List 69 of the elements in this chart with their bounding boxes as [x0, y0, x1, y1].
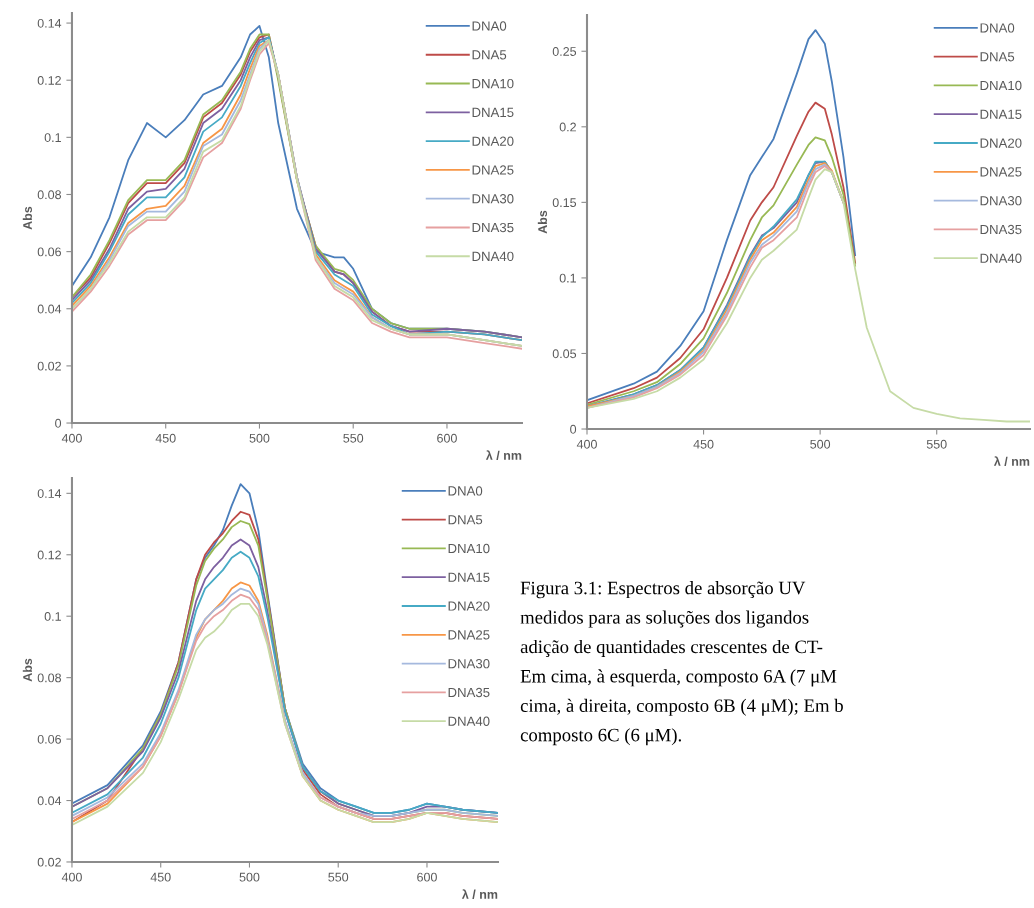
y-tick-label: 0.2	[559, 122, 576, 132]
x-tick-label: 500	[249, 433, 270, 443]
y-tick-label: 0.08	[37, 673, 62, 683]
legend-label: DNA0	[448, 486, 483, 496]
x-tick-label: 550	[343, 433, 364, 443]
y-tick-label: 0.14	[37, 489, 62, 498]
legend-label: DNA10	[448, 543, 490, 554]
legend-label: DNA0	[980, 23, 1015, 33]
legend-label: DNA40	[980, 253, 1022, 263]
y-tick-label: 0.05	[552, 349, 577, 359]
legend-label: DNA30	[448, 658, 490, 669]
y-tick-label: 0.12	[37, 76, 61, 85]
x-tick-label: 450	[150, 872, 171, 882]
x-tick-label: 500	[239, 872, 260, 882]
legend-label: DNA30	[472, 194, 514, 204]
legend-label: DNA10	[472, 78, 514, 89]
x-axis-title: λ / nm	[461, 889, 498, 899]
x-axis-title: λ / nm	[993, 456, 1030, 466]
legend-label: DNA20	[472, 136, 514, 146]
y-tick-label: 0.06	[37, 247, 61, 257]
x-tick-label: 600	[417, 872, 437, 882]
x-axis-title: λ / nm	[485, 450, 522, 460]
legend-label: DNA40	[448, 716, 490, 726]
x-tick-label: 400	[61, 433, 82, 443]
y-tick-label: 0.04	[37, 796, 62, 806]
legend-label: DNA15	[472, 107, 514, 118]
y-tick-label: 0.1	[559, 273, 576, 283]
legend-label: DNA35	[472, 222, 514, 233]
y-axis-title: Abs	[537, 210, 548, 234]
legend-label: DNA20	[448, 601, 490, 611]
y-tick-label: 0.15	[552, 198, 577, 208]
x-tick-label: 450	[155, 433, 176, 443]
y-tick-label: 0.1	[44, 133, 61, 142]
legend-label: DNA35	[448, 687, 490, 698]
y-tick-label: 0.1	[44, 612, 61, 621]
y-tick-label: 0	[570, 424, 577, 434]
legend-label: DNA0	[472, 21, 507, 31]
legend-label: DNA20	[980, 138, 1022, 148]
text: Figura 3.1: Espectros de absorção UV medidos para as soluções dos ligandos adição de quantidades crescentes de CT- Em cima, à esquerda, composto 6A (7 μM cima, à direita, composto 6B (4 μM); Em b composto 6C (6 μM).	[520, 581, 843, 746]
x-tick-label: 550	[926, 439, 947, 449]
legend-label: DNA5	[448, 515, 483, 525]
legend-label: DNA5	[980, 52, 1015, 62]
legend-label: DNA40	[472, 251, 514, 262]
y-axis-title: Abs	[22, 206, 32, 230]
y-tick-label: 0.06	[37, 734, 61, 744]
x-tick-label: 450	[693, 439, 714, 449]
y-tick-label: 0.04	[37, 304, 62, 314]
x-tick-label: 550	[328, 872, 349, 882]
x-tick-label: 600	[437, 433, 457, 443]
y-tick-label: 0.02	[37, 857, 61, 867]
y-tick-label: 0.12	[37, 550, 61, 560]
x-tick-label: 400	[61, 872, 82, 882]
x-tick-label: 500	[810, 439, 831, 449]
y-axis-title: Abs	[22, 658, 32, 682]
legend-label: DNA30	[980, 196, 1022, 206]
y-tick-label: 0.08	[37, 190, 62, 200]
y-tick-label: 0.02	[37, 361, 61, 371]
y-tick-label: 0	[55, 418, 62, 428]
y-tick-label: 0.25	[552, 47, 577, 56]
legend-label: DNA25	[472, 165, 514, 175]
legend-label: DNA35	[980, 224, 1022, 235]
y-tick-label: 0.14	[37, 18, 62, 28]
x-tick-label: 400	[576, 439, 597, 449]
legend-label: DNA25	[448, 630, 490, 640]
legend-label: DNA15	[448, 572, 490, 582]
legend-label: DNA15	[980, 109, 1022, 119]
legend-label: DNA5	[472, 50, 507, 60]
legend-label: DNA25	[980, 167, 1022, 177]
legend-label: DNA10	[980, 80, 1022, 91]
